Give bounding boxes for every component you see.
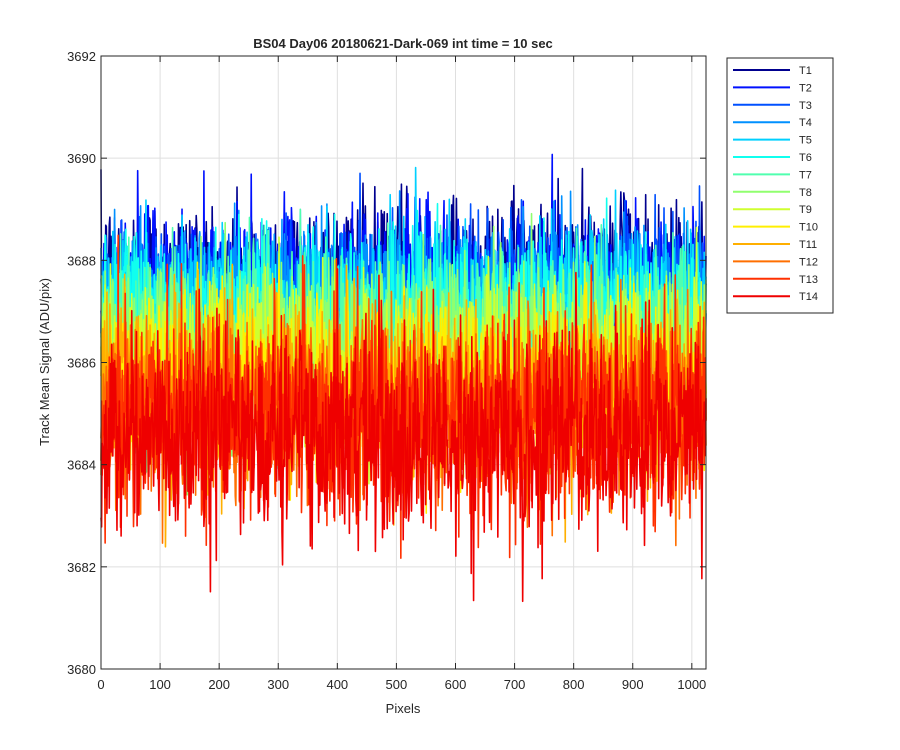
legend-label-t13: T13 <box>799 274 818 286</box>
series-line-t14 <box>100 268 707 603</box>
x-tick-label: 900 <box>622 677 644 692</box>
y-tick-label: 3680 <box>67 662 96 677</box>
legend-label-t11: T11 <box>799 239 817 251</box>
x-axis-label: Pixels <box>386 701 421 716</box>
y-tick-label: 3684 <box>67 458 96 473</box>
axes-frame <box>100 55 707 670</box>
legend-label-t2: T2 <box>799 82 812 94</box>
x-tick-label: 300 <box>267 677 289 692</box>
y-tick-label: 3690 <box>67 151 96 166</box>
x-tick-label: 600 <box>445 677 467 692</box>
legend-label-t1: T1 <box>799 65 812 77</box>
x-tick-label: 1000 <box>677 677 706 692</box>
x-tick-label: 700 <box>504 677 526 692</box>
legend-label-t5: T5 <box>799 135 812 147</box>
legend-label-t9: T9 <box>799 204 812 216</box>
legend: T1 T2 T3 T4 T5 T6 T7 T8 T9 T10 T11 T12 T13 T14 <box>726 57 834 314</box>
x-tick-label: 500 <box>386 677 408 692</box>
legend-label-t7: T7 <box>799 169 812 181</box>
x-tick-label: 100 <box>149 677 171 692</box>
x-tick-label: 400 <box>326 677 348 692</box>
legend-label-t14: T14 <box>799 291 818 303</box>
x-tick-label: 200 <box>208 677 230 692</box>
axis-ticks: 0 100 200 300 400 500 600 700 800 900 1000 3680 3682… <box>67 49 706 692</box>
y-tick-label: 3686 <box>67 356 96 371</box>
data-series <box>100 153 707 603</box>
y-axis-label: Track Mean Signal (ADU/pix) <box>37 278 52 446</box>
legend-label-t6: T6 <box>799 152 812 164</box>
legend-label-t12: T12 <box>799 256 818 268</box>
y-tick-label: 3692 <box>67 49 96 64</box>
chart-title: BS04 Day06 20180621-Dark-069 int time = … <box>253 36 553 51</box>
y-tick-label: 3682 <box>67 560 96 575</box>
y-tick-label: 3688 <box>67 253 96 268</box>
legend-label-t4: T4 <box>799 117 812 129</box>
legend-label-t3: T3 <box>799 100 812 112</box>
legend-label-t10: T10 <box>799 222 818 234</box>
x-tick-label: 0 <box>97 677 104 692</box>
legend-label-t8: T8 <box>799 187 812 199</box>
legend-box <box>726 57 834 314</box>
x-tick-label: 800 <box>563 677 585 692</box>
